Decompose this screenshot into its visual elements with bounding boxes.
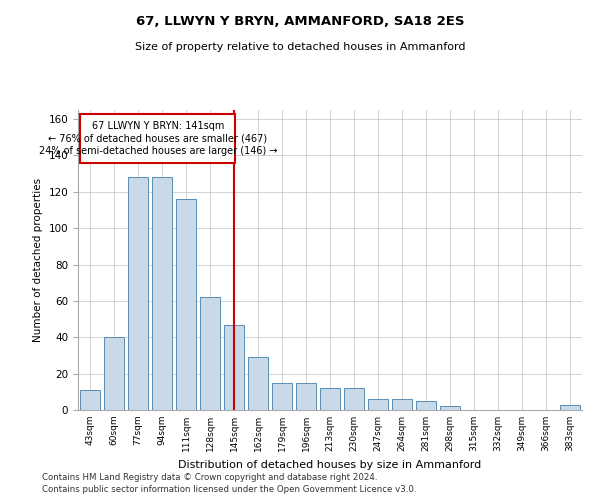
Text: Size of property relative to detached houses in Ammanford: Size of property relative to detached ho… — [135, 42, 465, 52]
Bar — [248, 358, 268, 410]
Bar — [128, 178, 148, 410]
Bar — [368, 399, 388, 410]
Bar — [80, 390, 100, 410]
Bar — [296, 382, 316, 410]
Text: 24% of semi-detached houses are larger (146) →: 24% of semi-detached houses are larger (… — [38, 146, 277, 156]
Text: 67, LLWYN Y BRYN, AMMANFORD, SA18 2ES: 67, LLWYN Y BRYN, AMMANFORD, SA18 2ES — [136, 15, 464, 28]
Bar — [440, 406, 460, 410]
Bar — [176, 199, 196, 410]
Text: Contains public sector information licensed under the Open Government Licence v3: Contains public sector information licen… — [42, 485, 416, 494]
Y-axis label: Number of detached properties: Number of detached properties — [33, 178, 43, 342]
X-axis label: Distribution of detached houses by size in Ammanford: Distribution of detached houses by size … — [178, 460, 482, 469]
Bar — [416, 401, 436, 410]
Bar — [560, 404, 580, 410]
Bar — [80, 114, 235, 162]
Bar — [104, 338, 124, 410]
Text: 67 LLWYN Y BRYN: 141sqm: 67 LLWYN Y BRYN: 141sqm — [92, 121, 224, 131]
Bar — [200, 298, 220, 410]
Bar — [392, 399, 412, 410]
Bar — [344, 388, 364, 410]
Bar — [224, 324, 244, 410]
Bar — [272, 382, 292, 410]
Bar — [320, 388, 340, 410]
Text: ← 76% of detached houses are smaller (467): ← 76% of detached houses are smaller (46… — [48, 134, 268, 143]
Bar — [152, 178, 172, 410]
Text: Contains HM Land Registry data © Crown copyright and database right 2024.: Contains HM Land Registry data © Crown c… — [42, 472, 377, 482]
